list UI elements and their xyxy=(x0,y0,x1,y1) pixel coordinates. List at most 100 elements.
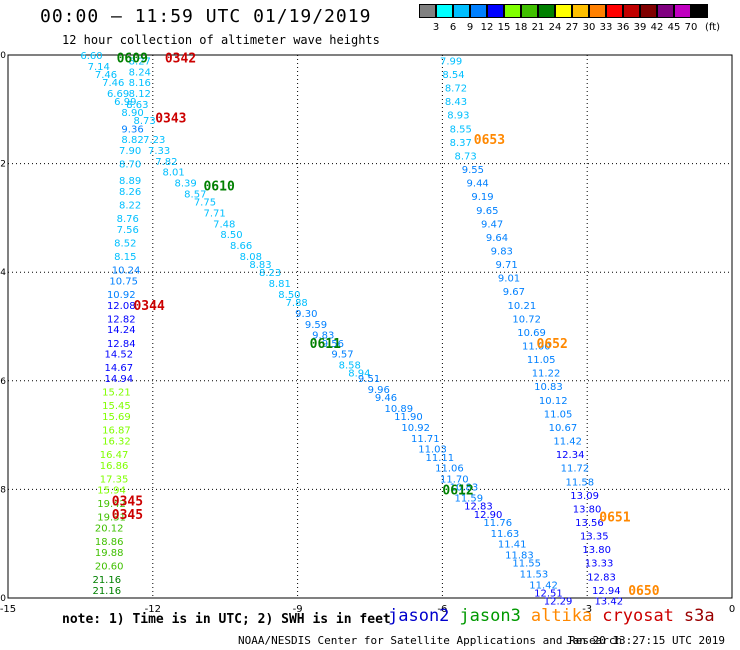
wave-height-label: 11.05 xyxy=(544,409,573,420)
wave-height-label: 12.29 xyxy=(544,597,573,608)
wave-height-label: 9.71 xyxy=(495,260,517,271)
colorbar-swatch xyxy=(623,4,640,18)
pass-time-label: 0610 xyxy=(203,179,234,194)
wave-height-label: 15.69 xyxy=(102,412,131,423)
wave-height-label: 8.82 xyxy=(121,135,143,146)
wave-height-label: 11.70 xyxy=(440,475,469,486)
colorbar-swatch xyxy=(674,4,691,18)
wave-height-label: 8.43 xyxy=(445,97,467,108)
wave-height-label: 12.83 xyxy=(464,502,493,513)
wave-height-label: 9.55 xyxy=(462,165,484,176)
pass-time-label: 0651 xyxy=(599,511,630,526)
wave-height-label: 8.58 xyxy=(339,361,361,372)
colorbar-swatch xyxy=(657,4,674,18)
colorbar-swatch xyxy=(453,4,470,18)
colorbar-unit: (ft) xyxy=(705,22,721,33)
wave-height-label: 11.05 xyxy=(527,355,556,366)
footer-note: note: 1) Time is in UTC; 2) SWH is in fe… xyxy=(62,612,391,627)
x-tick-label: -3 xyxy=(582,604,592,615)
wave-height-label: 10.69 xyxy=(517,328,546,339)
colorbar-swatch xyxy=(555,4,572,18)
wave-height-label: 8.50 xyxy=(220,230,242,241)
wave-height-label: 15.21 xyxy=(102,388,131,399)
mission-legend-jason2: jason2 xyxy=(388,606,450,626)
wave-height-label: 19.31 xyxy=(97,513,126,524)
wave-height-label: 14.94 xyxy=(105,374,134,385)
wave-height-label: 10.12 xyxy=(539,396,568,407)
wave-height-label: 9.46 xyxy=(375,393,397,404)
wave-height-label: 10.92 xyxy=(107,290,136,301)
colorbar-swatch xyxy=(521,4,538,18)
wave-height-label: 8.73 xyxy=(133,116,155,127)
wave-height-label: 11.76 xyxy=(483,518,512,529)
wave-height-label: 9.47 xyxy=(481,219,503,230)
wave-height-label: 11.41 xyxy=(498,540,527,551)
wave-height-label: 8.89 xyxy=(119,176,141,187)
wave-height-label: 8.57 xyxy=(184,189,206,200)
colorbar-label: 39 xyxy=(633,22,647,33)
wave-height-label: 11.22 xyxy=(532,369,561,380)
wave-height-label: 8.55 xyxy=(450,124,472,135)
wave-height-label: 12.94 xyxy=(592,586,621,597)
wave-height-label: 12.83 xyxy=(587,572,616,583)
wave-height-label: 8.83 xyxy=(249,260,271,271)
pass-time-label: 0342 xyxy=(165,52,196,67)
wave-height-label: 11.90 xyxy=(394,412,423,423)
wave-height-label: 8.94 xyxy=(348,369,370,380)
colorbar-swatch xyxy=(640,4,657,18)
colorbar-swatch xyxy=(606,4,623,18)
wave-height-label: 8.93 xyxy=(447,111,469,122)
wave-height-label: 13.35 xyxy=(580,532,609,543)
pass-time-label: 0345 xyxy=(112,494,143,509)
x-tick-label: 0 xyxy=(729,604,735,615)
wave-height-label: 11.58 xyxy=(565,477,594,488)
wave-height-label: 16.32 xyxy=(102,437,131,448)
wave-height-label: 9.83 xyxy=(491,246,513,257)
wave-height-label: 7.33 xyxy=(148,146,170,157)
wave-height-label: 8.23 xyxy=(259,268,281,279)
wave-height-label: 13.33 xyxy=(585,559,614,570)
wave-height-label: 13.80 xyxy=(573,504,602,515)
wave-height-label: 13.09 xyxy=(570,491,599,502)
wave-height-label: 9.56 xyxy=(322,339,344,350)
colorbar-swatch xyxy=(691,4,708,18)
pass-time-label: 0612 xyxy=(442,483,473,498)
wave-height-label: 19.42 xyxy=(97,499,126,510)
wave-height-label: 11.53 xyxy=(520,570,549,581)
wave-height-label: 7.14 xyxy=(88,62,110,73)
wave-height-label: 8.72 xyxy=(445,84,467,95)
wave-height-label: 18.86 xyxy=(95,537,124,548)
wave-height-label: 7.88 xyxy=(286,298,308,309)
footer-timestamp: Jan 20 13:27:15 UTC 2019 xyxy=(566,634,725,647)
wave-height-label: 16.87 xyxy=(102,426,131,437)
wave-height-label: 10.92 xyxy=(401,423,430,434)
wave-height-label: 9.64 xyxy=(486,233,508,244)
wave-height-label: 9.59 xyxy=(305,320,327,331)
wave-height-label: 8.73 xyxy=(454,151,476,162)
wave-height-label: 8.81 xyxy=(269,279,291,290)
colorbar-label: 30 xyxy=(582,22,596,33)
colorbar-label: 45 xyxy=(667,22,681,33)
wave-height-label: 8.22 xyxy=(119,200,141,211)
colorbar-label: 24 xyxy=(548,22,562,33)
wave-height-label: 8.50 xyxy=(278,290,300,301)
wave-height-label: 12.34 xyxy=(556,450,585,461)
wave-height-label: 9.83 xyxy=(312,331,334,342)
wave-height-label: 8.70 xyxy=(119,160,141,171)
wave-height-label: 7.99 xyxy=(440,56,462,67)
wave-height-label: 9.51 xyxy=(358,374,380,385)
wave-height-label: 9.67 xyxy=(503,287,525,298)
wave-height-label: 9.01 xyxy=(498,274,520,285)
wave-height-label: 12.08 xyxy=(107,301,136,312)
wave-height-label: 10.24 xyxy=(112,265,141,276)
mission-legend-s3a: s3a xyxy=(683,606,715,626)
wave-height-label: 8.37 xyxy=(450,138,472,149)
wave-height-label: 11.06 xyxy=(435,464,464,475)
wave-height-label: 16.47 xyxy=(100,450,129,461)
wave-height-label: 17.35 xyxy=(100,475,129,486)
chart-title: 00:00 – 11:59 UTC 01/19/2019 xyxy=(40,6,372,27)
wave-height-label: 13.42 xyxy=(594,597,623,608)
wave-height-label: 10.72 xyxy=(512,314,541,325)
wave-height-label: 6.60 xyxy=(80,51,102,62)
wave-height-label: 7.46 xyxy=(102,78,124,89)
